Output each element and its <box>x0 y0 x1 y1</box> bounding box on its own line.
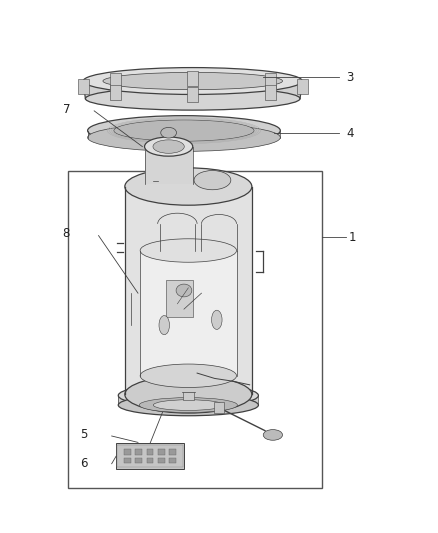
Ellipse shape <box>194 171 231 190</box>
Ellipse shape <box>140 239 237 262</box>
Polygon shape <box>265 85 276 100</box>
Polygon shape <box>297 79 307 94</box>
Ellipse shape <box>88 116 280 146</box>
FancyBboxPatch shape <box>166 280 193 317</box>
Text: 1: 1 <box>348 231 356 244</box>
Polygon shape <box>187 71 198 86</box>
Ellipse shape <box>153 140 184 154</box>
Ellipse shape <box>125 376 252 413</box>
Polygon shape <box>110 85 121 100</box>
Ellipse shape <box>159 316 170 335</box>
Ellipse shape <box>139 398 237 413</box>
Polygon shape <box>187 87 198 102</box>
Ellipse shape <box>263 430 283 440</box>
Polygon shape <box>118 395 258 405</box>
Polygon shape <box>145 147 193 184</box>
Text: 8: 8 <box>63 227 70 240</box>
Text: 4: 4 <box>346 127 353 140</box>
Polygon shape <box>110 73 121 88</box>
Polygon shape <box>265 73 276 88</box>
FancyBboxPatch shape <box>147 449 153 455</box>
FancyBboxPatch shape <box>135 458 142 463</box>
Ellipse shape <box>103 72 283 90</box>
FancyBboxPatch shape <box>158 449 165 455</box>
Polygon shape <box>88 131 280 138</box>
FancyBboxPatch shape <box>169 458 176 463</box>
Polygon shape <box>140 251 237 376</box>
Polygon shape <box>125 187 252 394</box>
FancyBboxPatch shape <box>214 402 224 413</box>
Text: 7: 7 <box>63 103 70 116</box>
Ellipse shape <box>212 310 222 329</box>
FancyBboxPatch shape <box>183 392 194 400</box>
Text: 3: 3 <box>346 71 353 84</box>
Ellipse shape <box>145 137 193 156</box>
FancyBboxPatch shape <box>68 171 322 488</box>
FancyBboxPatch shape <box>158 458 165 463</box>
Text: 5: 5 <box>80 428 87 441</box>
FancyBboxPatch shape <box>135 449 142 455</box>
Ellipse shape <box>153 400 223 410</box>
Text: 6: 6 <box>80 457 87 470</box>
FancyBboxPatch shape <box>169 449 176 455</box>
FancyBboxPatch shape <box>124 449 131 455</box>
Polygon shape <box>83 83 302 99</box>
Ellipse shape <box>125 168 252 205</box>
FancyBboxPatch shape <box>124 458 131 463</box>
Ellipse shape <box>176 284 192 297</box>
FancyBboxPatch shape <box>147 458 153 463</box>
Ellipse shape <box>118 384 258 407</box>
Ellipse shape <box>114 120 254 141</box>
Ellipse shape <box>140 364 237 387</box>
Ellipse shape <box>118 394 258 416</box>
Ellipse shape <box>85 87 300 110</box>
Ellipse shape <box>88 124 280 151</box>
Ellipse shape <box>161 127 177 138</box>
FancyBboxPatch shape <box>116 443 184 469</box>
Ellipse shape <box>83 68 302 94</box>
Polygon shape <box>78 79 88 94</box>
